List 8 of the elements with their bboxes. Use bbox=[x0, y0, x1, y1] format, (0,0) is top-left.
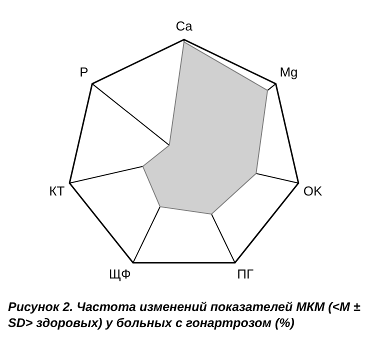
spoke-label: ЩФ bbox=[108, 266, 131, 282]
spoke-label: ПГ bbox=[237, 266, 254, 282]
text: Рисунок 2. Частота изменений показателей МКМ (<M ± SD> здоровых) у больных с гонартрозом (%) bbox=[8, 299, 361, 331]
spoke-label: КТ bbox=[49, 184, 65, 199]
spoke-label: P bbox=[80, 64, 88, 80]
spoke-label: Mg bbox=[280, 64, 298, 80]
spoke-label: Ca bbox=[176, 18, 194, 34]
spoke-label: OK bbox=[303, 184, 322, 199]
